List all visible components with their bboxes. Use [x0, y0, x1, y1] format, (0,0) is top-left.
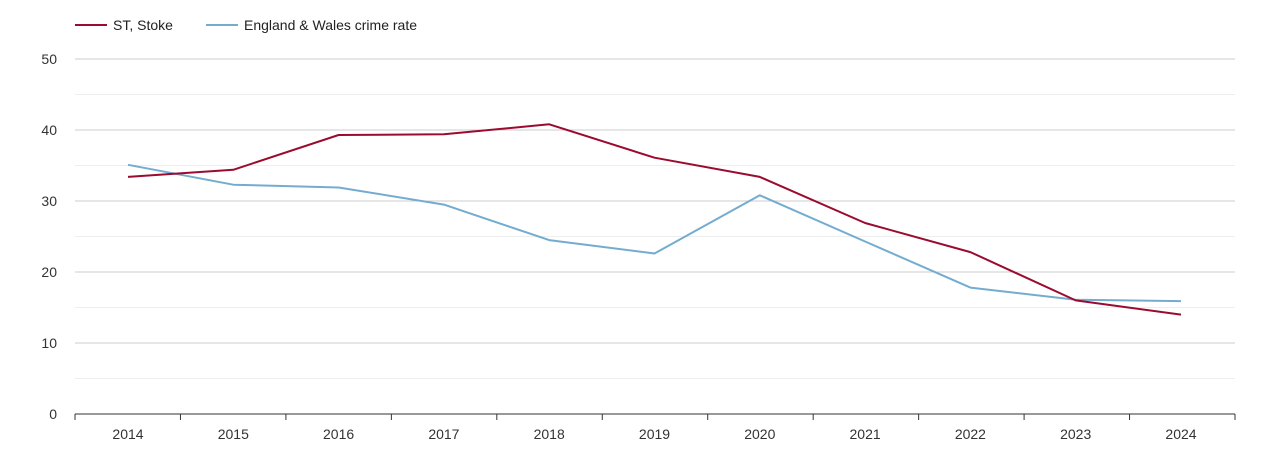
data-point-england-wales[interactable]	[338, 187, 340, 189]
data-point-england-wales[interactable]	[232, 184, 234, 186]
data-point-stoke[interactable]	[969, 251, 971, 253]
data-point-stoke[interactable]	[232, 169, 234, 171]
y-tick-label: 50	[41, 51, 57, 67]
series-line-stoke[interactable]	[127, 123, 1182, 316]
series-line-england-wales[interactable]	[127, 163, 1182, 303]
legend-label-england-wales: England & Wales crime rate	[244, 17, 417, 33]
data-point-stoke[interactable]	[654, 157, 656, 159]
series-layer	[127, 123, 1182, 316]
x-tick-label: 2022	[955, 426, 986, 442]
x-tick-label: 2020	[744, 426, 775, 442]
data-point-stoke[interactable]	[759, 176, 761, 178]
x-axis: 2014 2015 2016 2017 2018 2019 2020 2021 2022 2023…	[74, 413, 1236, 442]
legend: ST, Stoke England & Wales crime rate	[75, 17, 417, 33]
legend-item-stoke[interactable]: ST, Stoke	[75, 17, 173, 33]
x-tick-label: 2018	[534, 426, 565, 442]
y-tick-label: 20	[41, 264, 57, 280]
y-tick-label: 10	[41, 335, 57, 351]
data-point-stoke[interactable]	[1075, 299, 1077, 301]
data-point-stoke[interactable]	[127, 176, 129, 178]
legend-label-stoke: ST, Stoke	[113, 17, 173, 33]
data-point-england-wales[interactable]	[443, 204, 445, 206]
data-point-stoke[interactable]	[338, 134, 340, 136]
x-tick-label: 2023	[1060, 426, 1091, 442]
x-tick-label: 2017	[428, 426, 459, 442]
y-tick-label: 0	[49, 406, 57, 422]
legend-item-england-wales[interactable]: England & Wales crime rate	[206, 17, 417, 33]
x-tick-label: 2019	[639, 426, 670, 442]
y-tick-label: 30	[41, 193, 57, 209]
gridlines	[75, 58, 1235, 379]
x-tick-label: 2021	[850, 426, 881, 442]
data-point-england-wales[interactable]	[969, 287, 971, 289]
data-point-stoke[interactable]	[443, 133, 445, 135]
x-tick-label: 2015	[218, 426, 249, 442]
x-tick-label: 2016	[323, 426, 354, 442]
data-point-england-wales[interactable]	[1180, 300, 1182, 302]
x-tick-label: 2024	[1165, 426, 1196, 442]
x-tick-label: 2014	[112, 426, 143, 442]
data-point-england-wales[interactable]	[864, 240, 866, 242]
data-point-england-wales[interactable]	[127, 164, 129, 166]
data-point-england-wales[interactable]	[654, 253, 656, 255]
data-point-stoke[interactable]	[548, 123, 550, 125]
data-point-stoke[interactable]	[1180, 314, 1182, 316]
data-point-england-wales[interactable]	[759, 194, 761, 196]
data-point-england-wales[interactable]	[548, 239, 550, 241]
y-axis: 0 10 20 30 40 50	[41, 51, 57, 422]
y-tick-label: 40	[41, 122, 57, 138]
data-point-stoke[interactable]	[864, 222, 866, 224]
